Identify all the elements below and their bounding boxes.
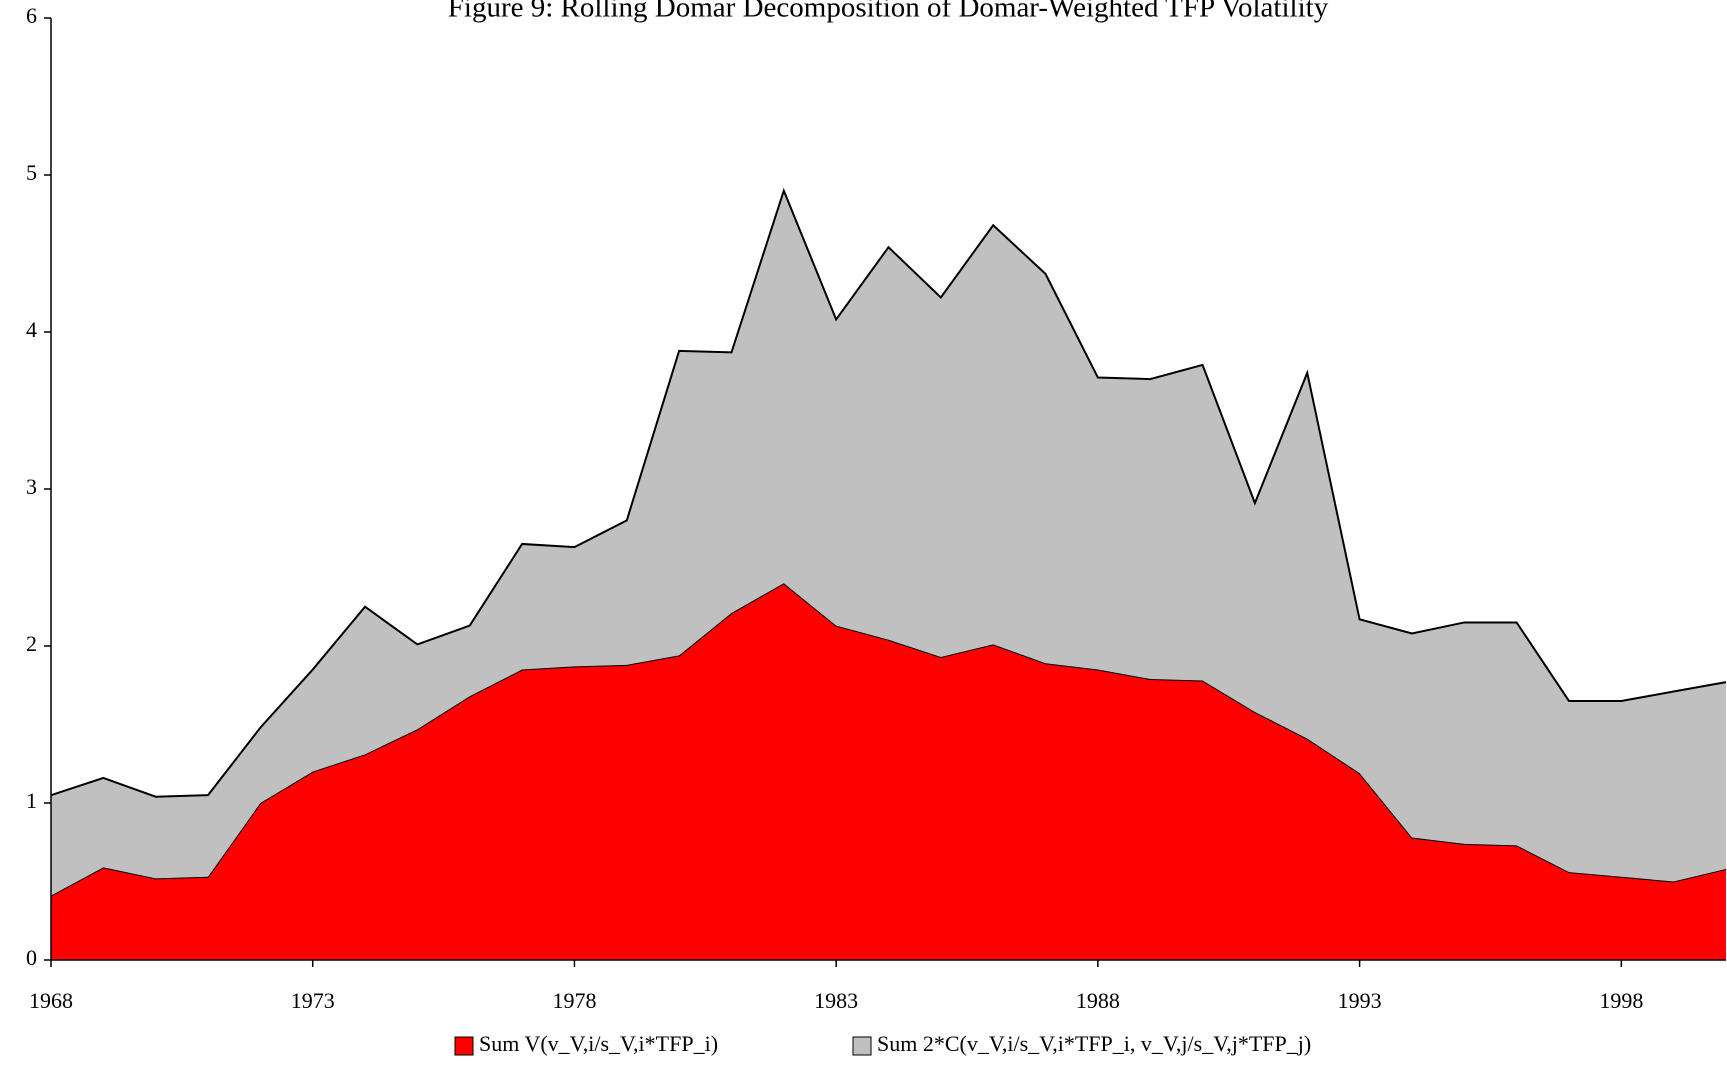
x-tick-label: 1998 (1599, 988, 1643, 1013)
x-tick-label: 1983 (814, 988, 858, 1013)
x-tick-label: 1988 (1076, 988, 1120, 1013)
area-line (50, 187, 1727, 798)
legend-label: Sum 2*C(v_V,i/s_V,i*TFP_i, v_V,j/s_V,j*T… (877, 1031, 1311, 1056)
y-tick-label: 0 (26, 945, 37, 970)
y-tick-label: 3 (26, 474, 37, 499)
x-tick-label: 1993 (1338, 988, 1382, 1013)
area-fill (51, 190, 1726, 896)
y-tick-label: 2 (26, 631, 37, 656)
y-tick-label: 6 (26, 3, 37, 28)
legend-swatch (454, 1036, 474, 1056)
y-tick-label: 1 (26, 788, 37, 813)
legend-swatch (852, 1036, 872, 1056)
chart-title: Figure 9: Rolling Domar Decomposition of… (448, 0, 1329, 24)
x-tick-label: 1968 (29, 988, 73, 1013)
x-tick-label: 1973 (291, 988, 335, 1013)
y-tick-label: 4 (26, 317, 37, 342)
area-fill (51, 583, 1726, 960)
legend-label: Sum V(v_V,i/s_V,i*TFP_i) (479, 1031, 718, 1056)
x-tick-label: 1978 (552, 988, 596, 1013)
y-tick-label: 5 (26, 160, 37, 185)
